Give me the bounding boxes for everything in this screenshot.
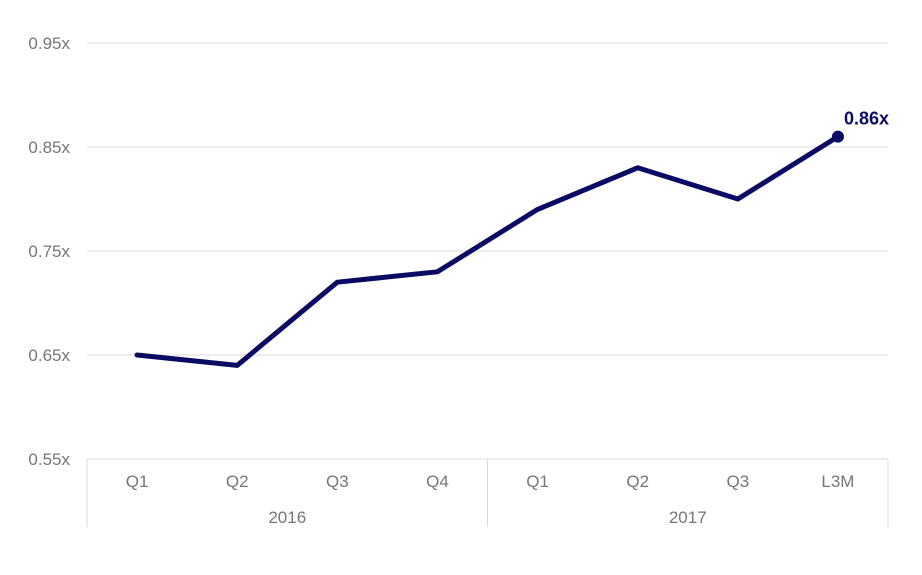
x-group-label: 2016 [268, 508, 306, 527]
end-value-label: 0.86x [844, 109, 889, 129]
y-tick-label: 0.95x [28, 34, 70, 53]
x-tick-label: L3M [821, 472, 854, 491]
y-tick-label: 0.55x [28, 450, 70, 469]
x-tick-label: Q1 [526, 472, 549, 491]
x-tick-label: Q2 [226, 472, 249, 491]
x-group-label: 2017 [669, 508, 707, 527]
y-tick-label: 0.65x [28, 346, 70, 365]
y-tick-label: 0.75x [28, 242, 70, 261]
y-tick-label: 0.85x [28, 138, 70, 157]
endpoint-marker [831, 130, 844, 143]
x-tick-label: Q2 [626, 472, 649, 491]
x-tick-label: Q4 [426, 472, 449, 491]
x-tick-label: Q1 [126, 472, 149, 491]
x-tick-label: Q3 [726, 472, 749, 491]
series-line [134, 134, 841, 368]
x-tick-label: Q3 [326, 472, 349, 491]
